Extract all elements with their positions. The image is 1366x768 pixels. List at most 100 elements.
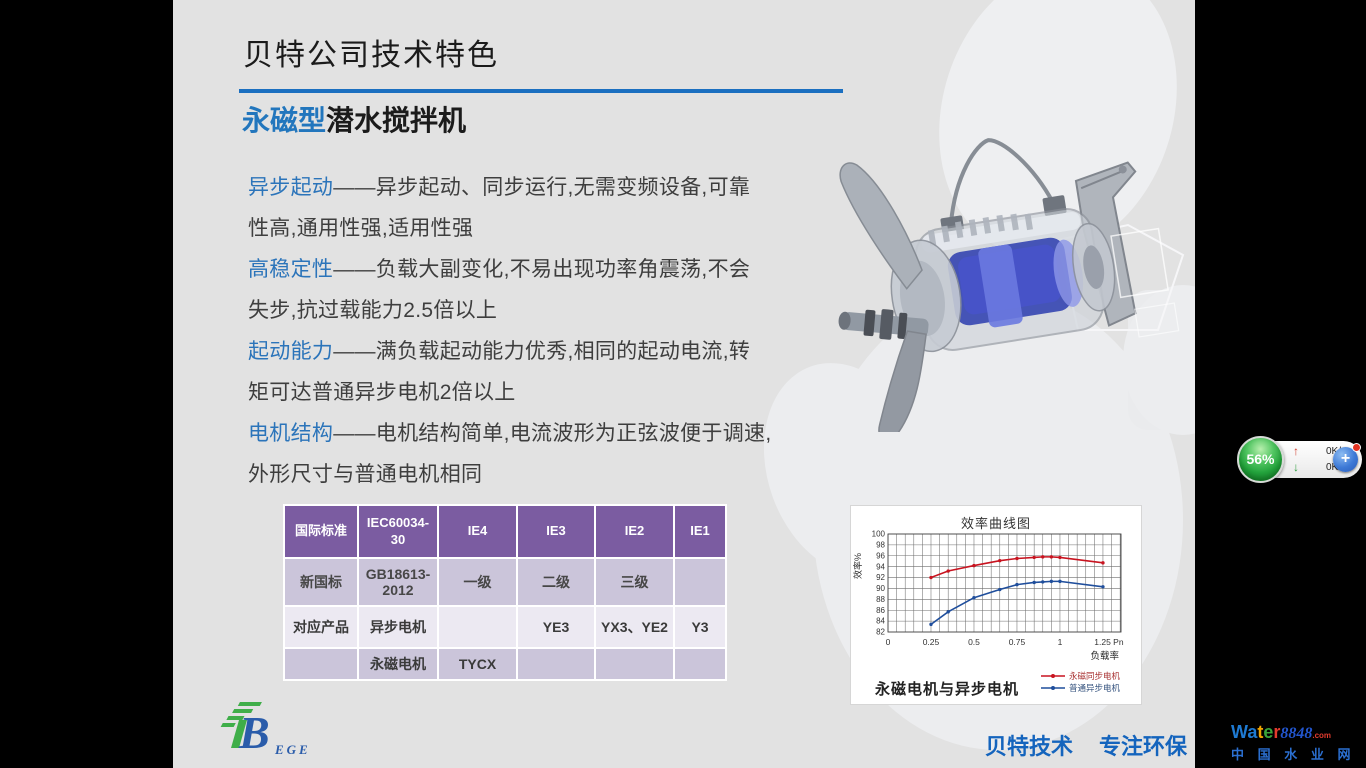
series-marker: [1049, 579, 1054, 584]
header-cell: IE3: [518, 506, 594, 557]
subtitle-rest: 潜水搅拌机: [326, 105, 467, 136]
notification-dot: [1352, 443, 1361, 452]
y-tick-label: 82: [876, 628, 885, 637]
table-cell: [285, 649, 357, 679]
y-tick-label: 92: [876, 573, 885, 582]
table-cell: [596, 649, 673, 679]
feature-text: 矩可达普通异步电机2倍以上: [248, 381, 516, 404]
table-cell: YE3: [518, 607, 594, 647]
x-axis-label: 负载率: [1090, 650, 1119, 662]
y-axis-label: 效率%: [852, 553, 863, 579]
table-cell: 一级: [439, 559, 516, 605]
table-cell: 永磁电机: [359, 649, 437, 679]
series-marker: [998, 558, 1002, 563]
plot-border: [887, 533, 1122, 633]
table-cell: [675, 649, 725, 679]
header-cell: IE4: [439, 506, 516, 557]
series-line: [930, 580, 1104, 626]
series-marker: [972, 563, 976, 568]
x-tick-label: 1.25 Pn: [1094, 637, 1124, 647]
water-letters: Water: [1231, 722, 1280, 742]
series-marker: [1049, 555, 1054, 559]
water-letter: W: [1231, 722, 1248, 742]
legend-label: 普通异步电机: [1069, 683, 1121, 693]
bge-logo-ege: EGE: [274, 742, 311, 757]
feature-line: 矩可达普通异步电机2倍以上: [248, 372, 848, 413]
water-letter: e: [1263, 722, 1274, 742]
feature-text: 外形尺寸与普通电机相同: [248, 463, 483, 486]
feature-line: 起动能力——满负载起动能力优秀,相同的起动电流,转: [248, 331, 848, 372]
feature-line: 失步,抗过载能力2.5倍以上: [248, 290, 848, 331]
bge-logo-b: B: [238, 707, 270, 758]
legend-label: 永磁同步电机: [1069, 671, 1121, 681]
series-marker: [1041, 555, 1045, 559]
table-row: 永磁电机 TYCX: [285, 649, 725, 679]
table-cell: 对应产品: [285, 607, 357, 647]
table-cell: TYCX: [439, 649, 516, 679]
series-marker: [998, 587, 1002, 592]
y-tick-label: 100: [872, 530, 886, 539]
header-cell: IE1: [675, 506, 725, 557]
series-marker: [1032, 580, 1036, 585]
series-marker: [929, 622, 933, 627]
x-tick-label: 0.5: [968, 637, 980, 647]
series-marker: [1032, 555, 1036, 560]
legend-swatch-dot: [1051, 674, 1055, 678]
feature-text: 失步,抗过载能力2.5倍以上: [248, 299, 498, 322]
table-cell: [439, 607, 516, 647]
water-letter: r: [1273, 722, 1281, 742]
table-row: 新国标 GB18613-2012 一级 二级 三级: [285, 559, 725, 605]
x-tick-label: 0.25: [923, 637, 940, 647]
table-cell: [518, 649, 594, 679]
feature-text: ——满负载起动能力优秀,相同的起动电流,转: [333, 340, 751, 363]
mixer-illustration: [838, 138, 1180, 432]
x-tick-label: 0: [886, 637, 891, 647]
feature-text: ——电机结构简单,电流波形为正弦波便于调速,: [333, 422, 772, 445]
water8848-wordmark: Water8848.com: [1231, 722, 1363, 743]
series-marker: [1101, 561, 1105, 565]
series-marker: [946, 610, 950, 614]
legend-swatch-dot: [1051, 686, 1055, 690]
table-cell: 三级: [596, 559, 673, 605]
x-tick-label: 0.75: [1009, 637, 1026, 647]
table-cell: Y3: [675, 607, 725, 647]
feature-keyword: 电机结构: [248, 422, 334, 445]
network-speed-widget[interactable]: 56% ↑ ↓ 0K/s 0K/s +: [1237, 436, 1362, 483]
feature-keyword: 高稳定性: [248, 258, 334, 281]
header-cell: 国际标准: [285, 506, 357, 557]
feature-keyword: 异步起动: [248, 176, 334, 199]
series-marker: [1058, 555, 1062, 560]
water-dotcom: .com: [1312, 731, 1332, 740]
slogan-right: 专注环保: [1099, 734, 1188, 759]
slide-subtitle: 永磁型潜水搅拌机: [242, 99, 466, 139]
y-tick-label: 96: [876, 551, 885, 560]
download-arrow-icon: ↓: [1293, 460, 1299, 474]
series-marker: [972, 596, 976, 600]
y-tick-label: 86: [876, 606, 885, 615]
footer-slogan: 贝特技术 专注环保: [985, 729, 1187, 761]
subtitle-highlight: 永磁型: [242, 105, 327, 136]
feature-line: 高稳定性——负载大副变化,不易出现功率角震荡,不会: [248, 249, 848, 290]
feature-text: ——负载大副变化,不易出现功率角震荡,不会: [333, 258, 751, 281]
series-marker: [929, 575, 933, 580]
table-cell: 异步电机: [359, 607, 437, 647]
feature-text: 性高,通用性强,适用性强: [248, 217, 474, 240]
series-marker: [1058, 579, 1062, 584]
page-title: 贝特公司技术特色: [243, 39, 499, 72]
title-underline: [239, 89, 843, 93]
speed-arrows: ↑ ↓: [1288, 443, 1304, 477]
water-subtitle: 中 国 水 业 网: [1231, 747, 1356, 762]
water8848-watermark: Water8848.com 中 国 水 业 网: [1231, 722, 1363, 763]
table-cell: GB18613-2012: [359, 559, 437, 605]
y-tick-label: 98: [876, 540, 885, 549]
header-cell: IE2: [596, 506, 673, 557]
series-marker: [1015, 556, 1019, 561]
table-header-row: 国际标准 IEC60034-30 IE4 IE3 IE2 IE1: [285, 506, 725, 557]
feature-line: 电机结构——电机结构简单,电流波形为正弦波便于调速,: [248, 413, 848, 454]
memory-percent-ball[interactable]: 56%: [1237, 436, 1284, 483]
efficiency-chart-panel: 效率曲线图 82 84 86 88 90 92 94 96 98 100 0 0.25 0.5 0.75 1…: [850, 505, 1142, 705]
y-tick-label: 88: [876, 595, 885, 604]
series-marker: [1015, 582, 1019, 587]
y-tick-label: 84: [876, 617, 885, 626]
